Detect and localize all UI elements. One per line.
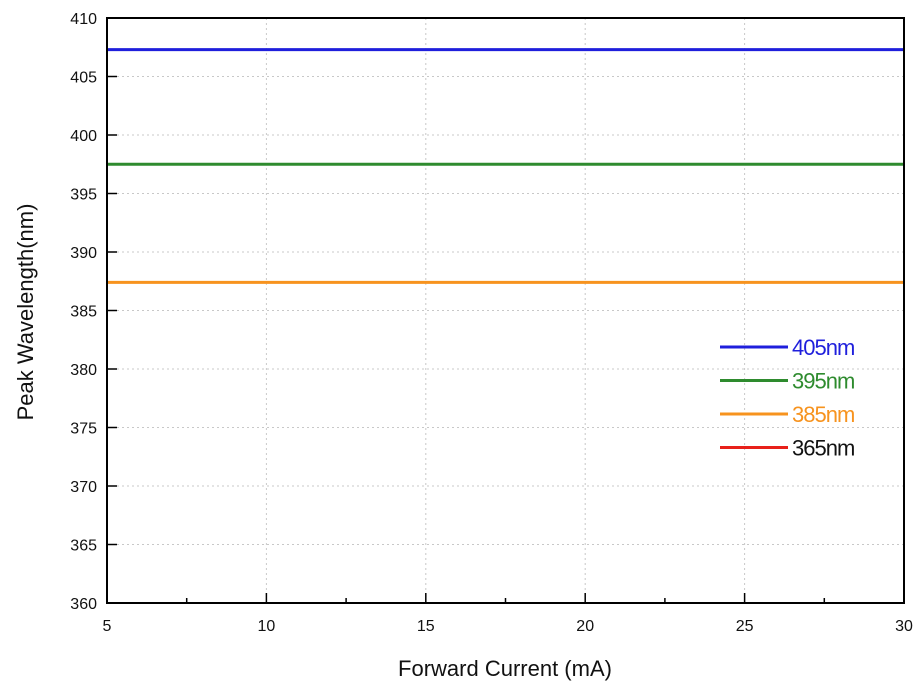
y-axis-title: Peak Wavelength(nm): [13, 204, 38, 421]
y-tick-labels: 360 365 370 375 380 385 390 395 400 405 410: [70, 11, 97, 613]
x-axis-title: Forward Current (mA): [398, 656, 612, 681]
x-tick-label: 20: [576, 618, 594, 635]
x-tick-label: 25: [736, 618, 754, 635]
y-tick-label: 375: [70, 421, 97, 438]
x-tick-label: 15: [417, 618, 435, 635]
y-tick-label: 410: [70, 11, 97, 28]
axis-ticks: [106, 17, 905, 604]
y-tick-label: 385: [70, 304, 97, 321]
x-tick-labels: 5 10 15 20 25 30: [103, 618, 913, 635]
x-tick-label: 10: [258, 618, 276, 635]
y-tick-label: 400: [70, 128, 97, 145]
legend-label-395nm: 395nm: [792, 369, 854, 394]
legend: 405nm 395nm 385nm 365nm: [720, 335, 855, 461]
y-tick-label: 365: [70, 538, 97, 555]
y-tick-label: 395: [70, 187, 97, 204]
y-tick-label: 360: [70, 596, 97, 613]
x-tick-label: 30: [895, 618, 913, 635]
x-tick-label: 5: [103, 618, 112, 635]
legend-label-365nm: 365nm: [792, 436, 854, 461]
legend-label-385nm: 385nm: [792, 402, 854, 427]
series-lines: [107, 48, 904, 284]
legend-label-405nm: 405nm: [792, 335, 854, 360]
y-tick-label: 405: [70, 70, 97, 87]
y-tick-label: 380: [70, 362, 97, 379]
y-tick-label: 390: [70, 245, 97, 262]
y-tick-label: 370: [70, 479, 97, 496]
